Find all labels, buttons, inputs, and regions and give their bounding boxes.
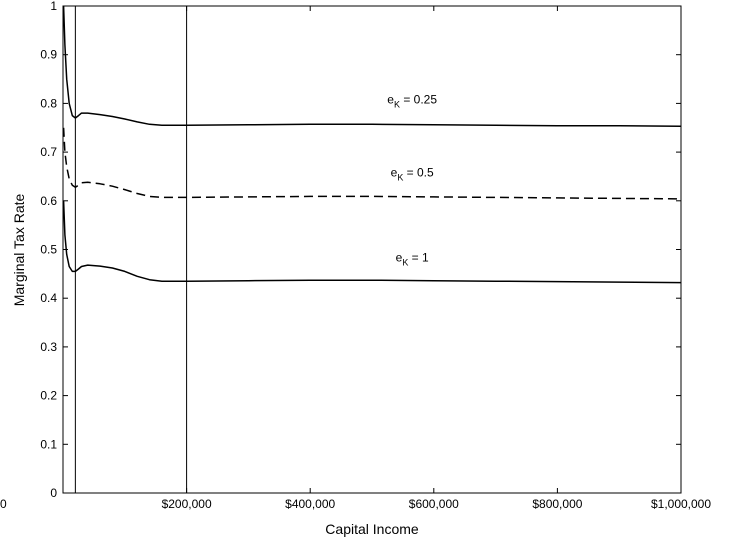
x-tick-label: $800,000 bbox=[532, 497, 582, 511]
y-tick-label: 0.6 bbox=[40, 194, 57, 208]
series-label-2: eK = 1 bbox=[396, 251, 429, 268]
x-axis-label: Capital Income bbox=[325, 521, 419, 537]
y-axis-label: Marginal Tax Rate bbox=[11, 194, 27, 307]
x-tick-label: 0 bbox=[0, 497, 7, 511]
x-tick-label: $400,000 bbox=[285, 497, 335, 511]
series-line-0 bbox=[62, 5, 682, 128]
y-tick-label: 0.8 bbox=[40, 96, 57, 110]
x-tick-label: $600,000 bbox=[409, 497, 459, 511]
plot-frame bbox=[62, 5, 682, 494]
y-tick-label: 0.9 bbox=[40, 48, 57, 62]
y-tick-label: 0 bbox=[50, 486, 57, 500]
y-tick-label: 1 bbox=[50, 0, 57, 13]
series-labels: eK = 0.25 eK = 0.5 eK = 1 bbox=[387, 92, 437, 267]
y-tick-label: 0.1 bbox=[40, 437, 57, 451]
series-line-1 bbox=[62, 127, 682, 200]
series-line-2 bbox=[62, 200, 682, 284]
reference-lines bbox=[74, 6, 188, 493]
y-tick-label: 0.7 bbox=[40, 145, 57, 159]
x-tick-label: $200,000 bbox=[162, 497, 212, 511]
series-label-1: eK = 0.5 bbox=[391, 165, 434, 182]
y-tick-label: 0.2 bbox=[40, 389, 57, 403]
x-tick-label: $1,000,000 bbox=[651, 497, 711, 511]
axis-ticks: 0 0.1 0.2 0.3 0.4 0.5 0.6 0.7 0.8 0.9 1 0 $200,000 $4… bbox=[0, 0, 711, 511]
y-tick-label: 0.3 bbox=[40, 340, 57, 354]
series-label-0: eK = 0.25 bbox=[387, 92, 437, 109]
y-tick-label: 0.5 bbox=[40, 243, 57, 257]
y-tick-label: 0.4 bbox=[40, 291, 57, 305]
series-lines bbox=[62, 5, 682, 284]
